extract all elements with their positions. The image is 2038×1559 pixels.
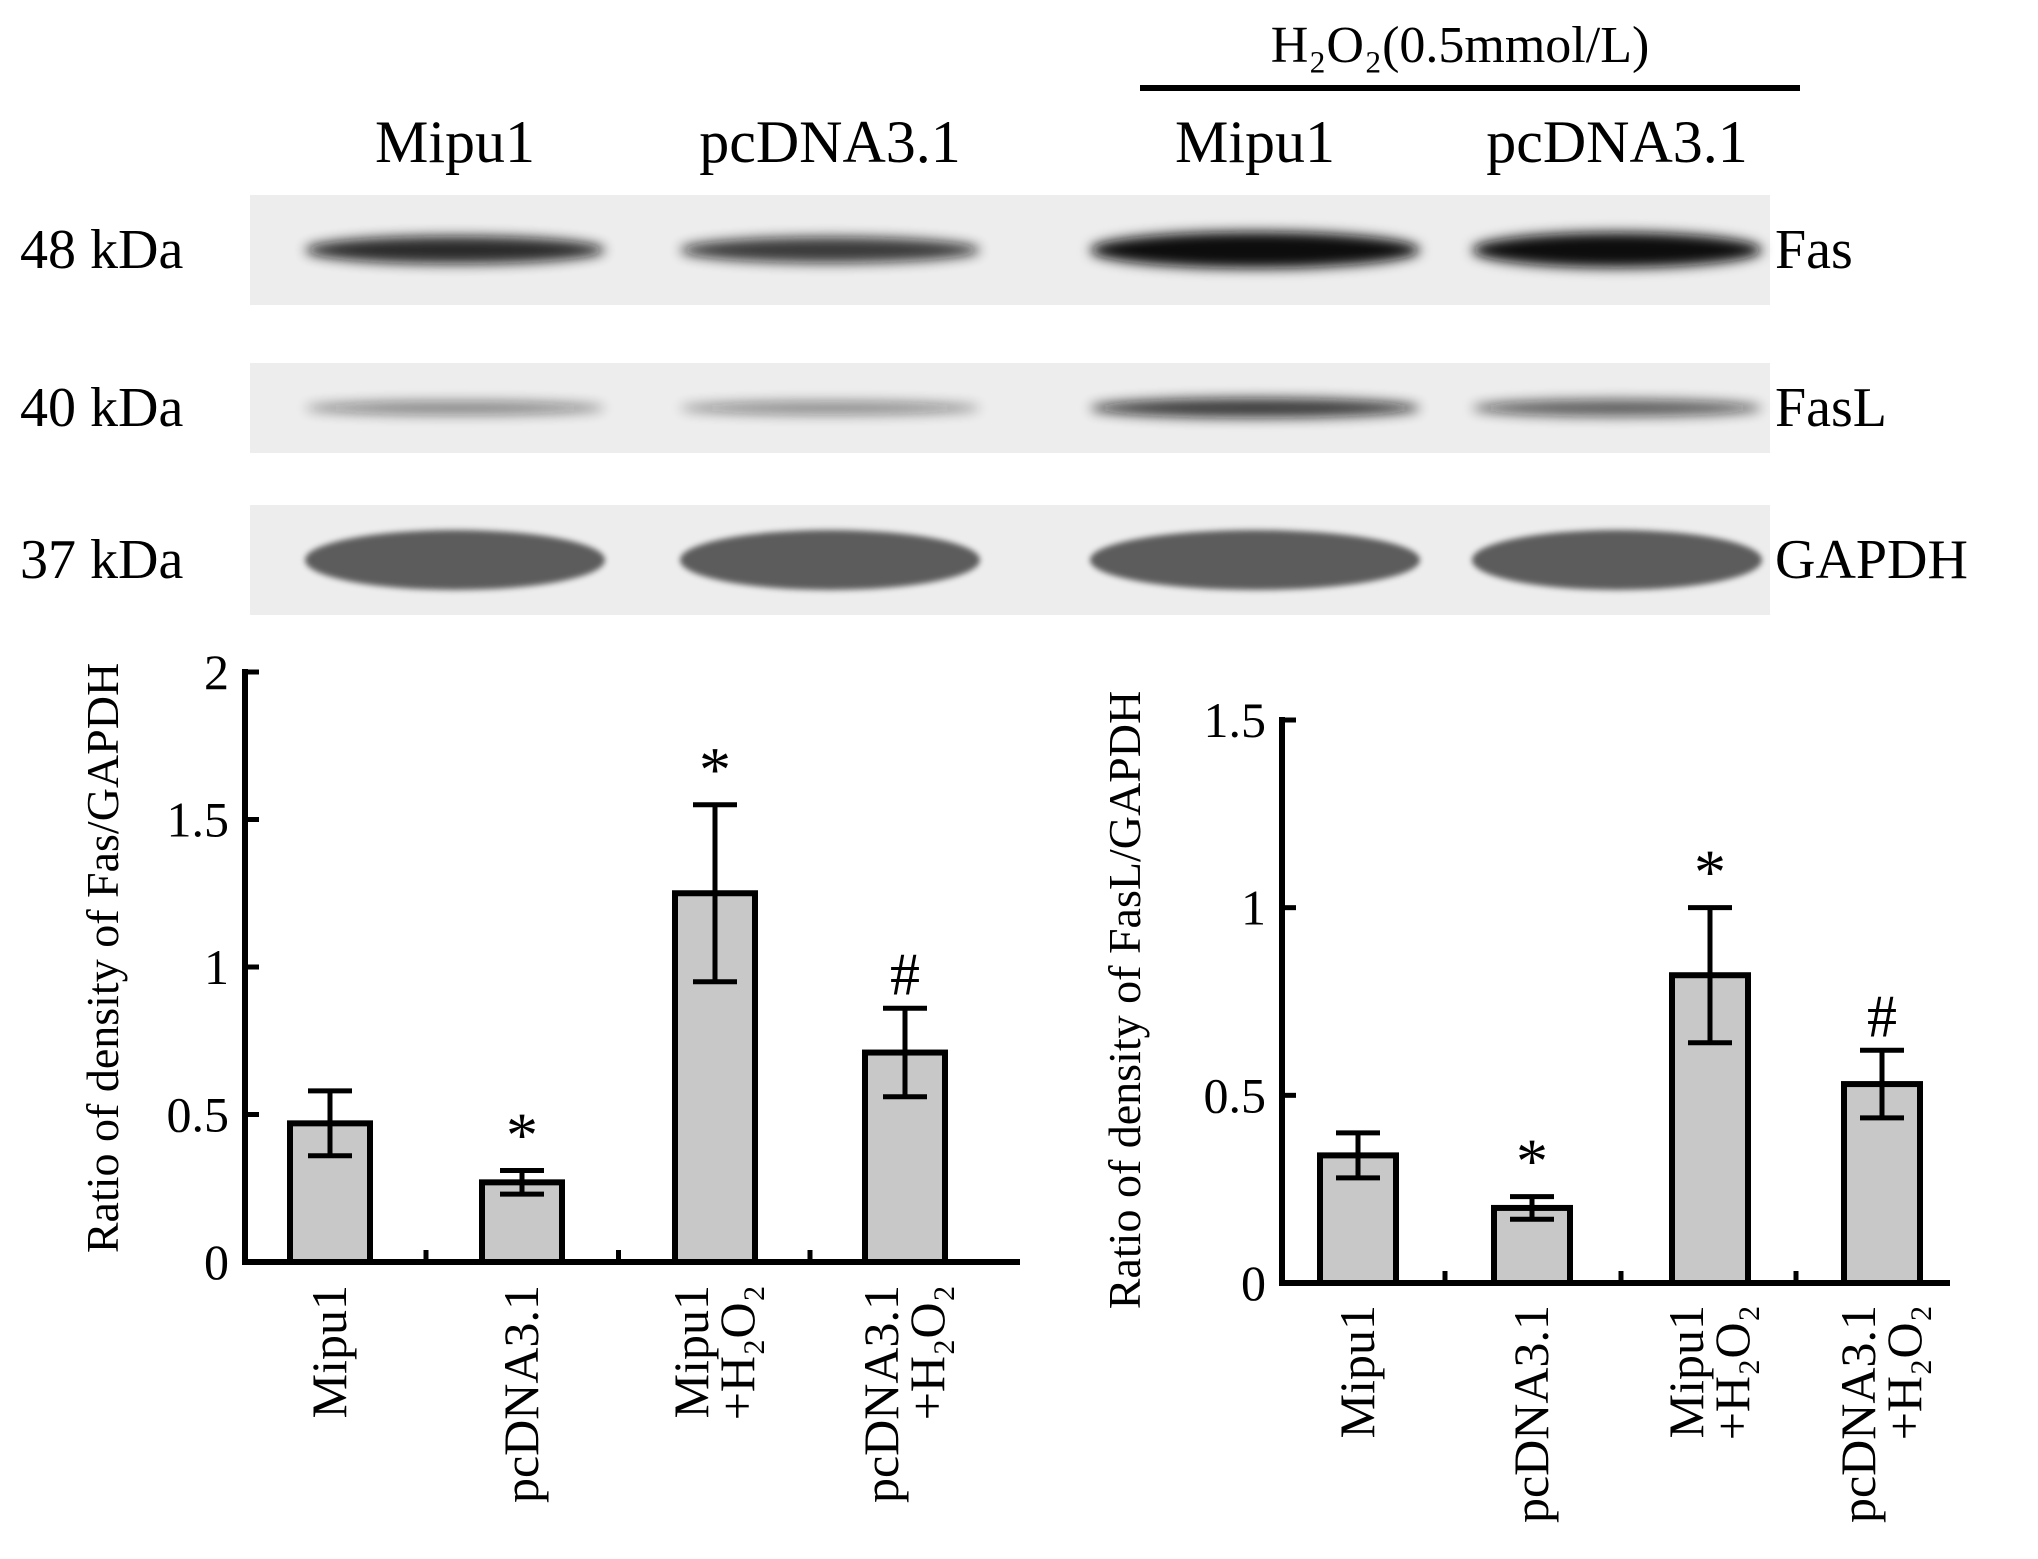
- band-row-fasl: 40 kDa FasL: [20, 363, 1887, 453]
- band-rows: 48 kDa Fas 40 kDa FasL 37 kDa GAPDH: [20, 195, 1968, 615]
- category-label-4: pcDNA3.1: [1830, 1305, 1886, 1523]
- category-label-3: +H₂O₂: [709, 1285, 765, 1420]
- band-protein-gapdh: GAPDH: [1775, 529, 1968, 591]
- band-gapdh-lane-4: [1472, 530, 1762, 590]
- error-bar-2: [1510, 1194, 1554, 1222]
- band-size-fas: 48 kDa: [20, 219, 183, 281]
- error-bar-3: [1688, 905, 1732, 1046]
- error-bar-3: [693, 802, 737, 985]
- western-blot: H₂O₂(0.5mmol/L) Mipu1 pcDNA3.1 Mipu1 pcD…: [20, 17, 1968, 615]
- lane-label-3: Mipu1: [1175, 109, 1335, 175]
- category-label-2: pcDNA3.1: [493, 1285, 549, 1503]
- category-label-3: Mipu1: [1658, 1305, 1714, 1438]
- y-tick-label: 0: [1241, 1255, 1266, 1311]
- lane-label-2: pcDNA3.1: [699, 109, 961, 175]
- y-tick-label: 1.5: [167, 792, 230, 848]
- lane-label-4: pcDNA3.1: [1486, 109, 1748, 175]
- significance-mark-4: #: [890, 941, 920, 1007]
- error-bar-4: [883, 1005, 927, 1100]
- significance-mark-2: *: [506, 1100, 538, 1171]
- category-label-3: Mipu1: [663, 1285, 719, 1418]
- y-axis-label: Ratio of density of Fas/GAPDH: [77, 663, 128, 1253]
- bar-3: [1669, 972, 1751, 1287]
- category-label-3: +H₂O₂: [1704, 1305, 1760, 1440]
- band-protein-fas: Fas: [1775, 219, 1853, 281]
- band-protein-fasl: FasL: [1775, 377, 1887, 439]
- band-fasl-lane-3: [1090, 398, 1420, 418]
- band-gapdh-lane-3: [1090, 530, 1420, 590]
- fas-ratio-chart: 0 0.5 1 1.5 2 Ratio of density of Fas/GAPDH Mi…: [77, 644, 1020, 1503]
- bar-3: [672, 890, 758, 1265]
- lane-label-1: Mipu1: [375, 109, 535, 175]
- significance-mark-2: *: [1516, 1126, 1548, 1197]
- band-size-fasl: 40 kDa: [20, 377, 183, 439]
- error-bar-1: [1336, 1130, 1380, 1181]
- significance-mark-3: *: [1694, 837, 1726, 908]
- error-bar-4: [1860, 1047, 1904, 1121]
- band-fas-lane-3: [1090, 231, 1420, 269]
- y-tick-label: 1: [204, 939, 229, 995]
- category-label-4: +H₂O₂: [899, 1285, 955, 1420]
- category-label-1: Mipu1: [1329, 1305, 1385, 1438]
- y-tick-label: 1: [1241, 880, 1266, 936]
- band-fas-lane-2: [680, 236, 980, 264]
- band-row-gapdh: 37 kDa GAPDH: [20, 505, 1968, 615]
- category-label-1: Mipu1: [301, 1285, 357, 1418]
- y-tick-label: 0: [204, 1234, 229, 1290]
- y-tick-label: 1.5: [1204, 692, 1267, 748]
- significance-mark-3: *: [699, 734, 731, 805]
- band-fasl-lane-1: [305, 401, 605, 415]
- category-label-4: pcDNA3.1: [853, 1285, 909, 1503]
- band-fas-lane-4: [1472, 232, 1762, 268]
- category-label-2: pcDNA3.1: [1503, 1305, 1559, 1523]
- category-label-4: +H₂O₂: [1876, 1305, 1932, 1440]
- error-bar-1: [308, 1088, 352, 1159]
- band-fasl-lane-2: [680, 401, 980, 415]
- fasl-ratio-chart: 0 0.5 1 1.5 Ratio of density of FasL/GAPDH Mi…: [1099, 691, 1950, 1523]
- band-fas-lane-1: [305, 235, 605, 265]
- y-tick-label: 2: [204, 644, 229, 700]
- treatment-label: H₂O₂(0.5mmol/L): [1271, 17, 1650, 74]
- band-fasl-lane-4: [1472, 399, 1762, 417]
- band-row-fas: 48 kDa Fas: [20, 195, 1853, 305]
- y-tick-label: 0.5: [167, 1087, 230, 1143]
- y-axis-label: Ratio of density of FasL/GAPDH: [1099, 691, 1150, 1309]
- error-bar-2: [500, 1168, 544, 1197]
- band-gapdh-lane-2: [680, 530, 980, 590]
- band-gapdh-lane-1: [305, 530, 605, 590]
- band-size-gapdh: 37 kDa: [20, 529, 183, 591]
- significance-mark-4: #: [1867, 983, 1897, 1049]
- y-tick-label: 0.5: [1204, 1067, 1267, 1123]
